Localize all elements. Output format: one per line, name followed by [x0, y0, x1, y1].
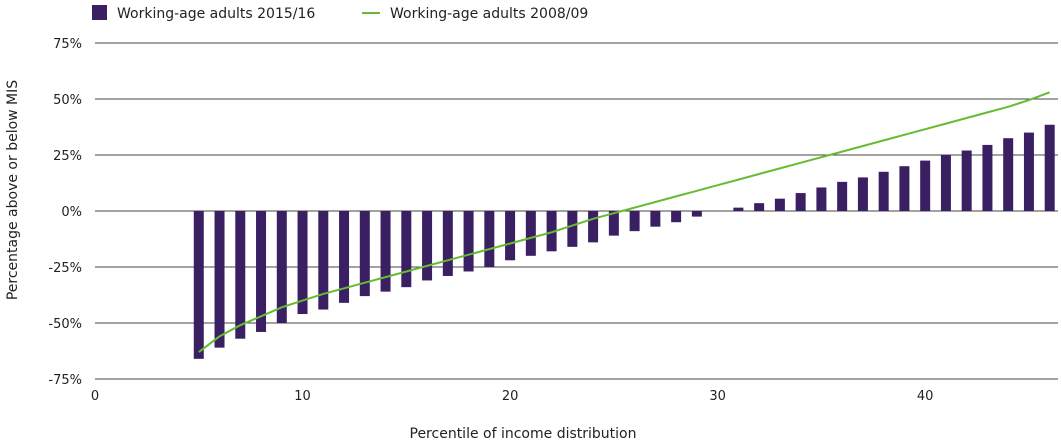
bar [691, 211, 702, 217]
bar [297, 211, 308, 315]
x-axis-title: Percentile of income distribution [410, 426, 637, 442]
bar [256, 211, 267, 332]
bar [878, 171, 889, 211]
bar [816, 187, 827, 211]
y-axis-tick-labels: 75% 50% 25% 0% -25% -50% -75% [48, 37, 82, 388]
legend: Working-age adults 2015/16 Working-age a… [92, 5, 588, 22]
bar [920, 160, 931, 211]
bar [837, 181, 848, 211]
bar [235, 211, 246, 339]
y-axis-title: Percentage above or below MIS [5, 80, 21, 300]
y-tick-label: 25% [53, 149, 82, 164]
bar [982, 144, 993, 211]
x-tick-label: 40 [917, 389, 934, 404]
bar [525, 211, 536, 256]
bar [754, 203, 765, 211]
bar [318, 211, 329, 310]
line-series [198, 91, 1051, 353]
x-tick-label: 0 [91, 389, 99, 404]
bar-series [193, 124, 1055, 359]
x-axis-tick-labels: 0 10 20 30 40 [91, 389, 934, 404]
bar [1023, 132, 1034, 211]
bar [650, 211, 661, 227]
bar [733, 207, 744, 211]
bar [899, 166, 910, 211]
bar [671, 211, 682, 223]
series-line-2008-09 [198, 91, 1051, 353]
y-tick-label: 75% [53, 37, 82, 52]
bar [546, 211, 557, 252]
x-tick-label: 20 [502, 389, 519, 404]
bar [1044, 124, 1055, 211]
bar [795, 193, 806, 211]
bar [1003, 138, 1014, 211]
bar [339, 211, 350, 303]
bar [588, 211, 599, 243]
bar [567, 211, 578, 247]
legend-label-line: Working-age adults 2008/09 [390, 6, 588, 22]
bar [463, 211, 474, 272]
y-tick-label: 0% [61, 205, 82, 220]
x-tick-label: 10 [294, 389, 311, 404]
legend-swatch-bars [92, 5, 107, 20]
y-tick-label: 50% [53, 93, 82, 108]
bar [380, 211, 391, 292]
bar [629, 211, 640, 232]
bar [442, 211, 453, 276]
bar [193, 211, 204, 359]
bar [359, 211, 370, 297]
bar [214, 211, 225, 348]
bar [276, 211, 287, 323]
y-tick-label: -75% [48, 373, 82, 388]
bar [401, 211, 412, 288]
y-tick-label: -50% [48, 317, 82, 332]
bar [608, 211, 619, 236]
y-tick-label: -25% [48, 261, 82, 276]
legend-label-bars: Working-age adults 2015/16 [117, 6, 315, 22]
bar [505, 211, 516, 261]
bar [774, 198, 785, 211]
bar [961, 150, 972, 211]
bar [422, 211, 433, 281]
bar [940, 155, 951, 211]
x-tick-label: 30 [709, 389, 726, 404]
bar [484, 211, 495, 267]
bar [857, 177, 868, 211]
